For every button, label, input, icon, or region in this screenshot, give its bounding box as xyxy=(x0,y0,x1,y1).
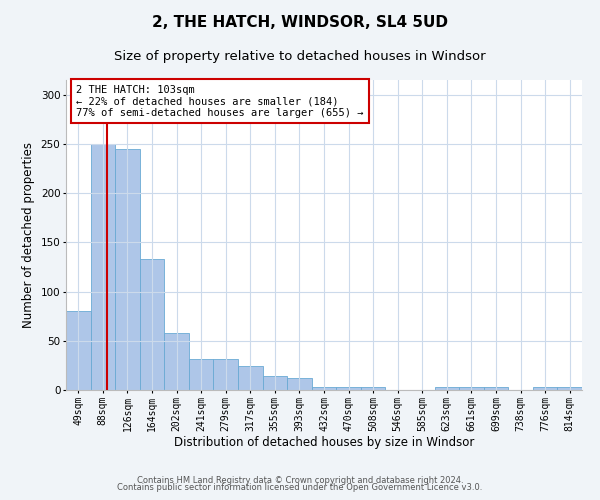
Y-axis label: Number of detached properties: Number of detached properties xyxy=(22,142,35,328)
Bar xyxy=(361,387,385,390)
Bar xyxy=(66,312,91,390)
Bar xyxy=(214,358,238,390)
Bar xyxy=(287,378,312,390)
Bar xyxy=(312,387,336,390)
Bar xyxy=(238,366,263,390)
Bar xyxy=(115,149,140,390)
Bar xyxy=(164,333,189,390)
X-axis label: Distribution of detached houses by size in Windsor: Distribution of detached houses by size … xyxy=(174,436,474,450)
Bar xyxy=(434,387,459,390)
Text: Size of property relative to detached houses in Windsor: Size of property relative to detached ho… xyxy=(114,50,486,63)
Text: Contains HM Land Registry data © Crown copyright and database right 2024.: Contains HM Land Registry data © Crown c… xyxy=(137,476,463,485)
Text: 2, THE HATCH, WINDSOR, SL4 5UD: 2, THE HATCH, WINDSOR, SL4 5UD xyxy=(152,15,448,30)
Bar xyxy=(533,387,557,390)
Bar xyxy=(484,387,508,390)
Bar xyxy=(189,358,214,390)
Bar xyxy=(91,144,115,390)
Text: Contains public sector information licensed under the Open Government Licence v3: Contains public sector information licen… xyxy=(118,484,482,492)
Text: 2 THE HATCH: 103sqm
← 22% of detached houses are smaller (184)
77% of semi-detac: 2 THE HATCH: 103sqm ← 22% of detached ho… xyxy=(76,84,364,118)
Bar xyxy=(140,259,164,390)
Bar xyxy=(336,387,361,390)
Bar xyxy=(263,376,287,390)
Bar xyxy=(557,387,582,390)
Bar xyxy=(459,387,484,390)
